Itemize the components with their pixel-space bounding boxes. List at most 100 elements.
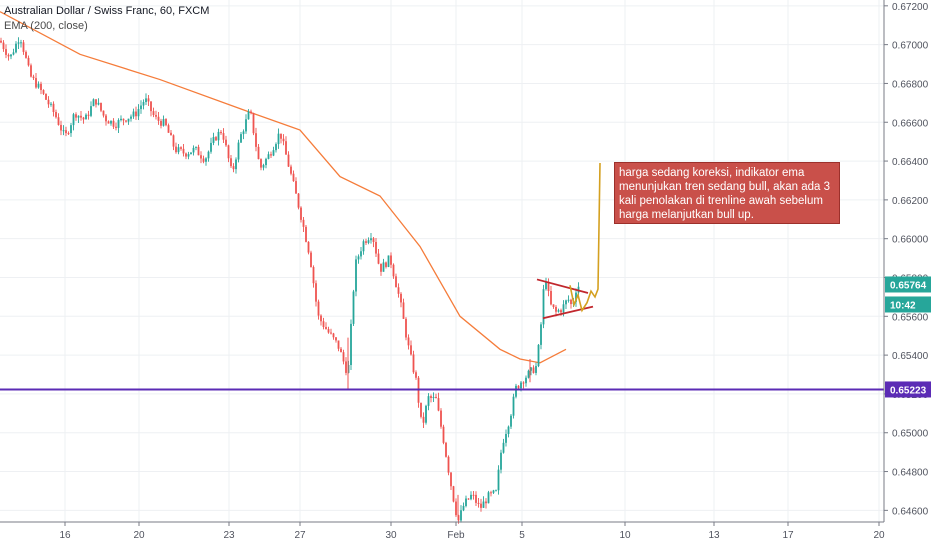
candle-body [142, 102, 145, 106]
candle-body [265, 158, 267, 166]
candle-up [460, 505, 462, 523]
candle-body [550, 291, 552, 305]
candle-down [197, 144, 200, 156]
candle-down [292, 170, 295, 182]
candle-up [192, 145, 195, 156]
candle-body [117, 120, 120, 128]
candle-body [355, 259, 357, 292]
candle-body [487, 492, 490, 504]
candle-body [80, 115, 82, 118]
candle-body [250, 111, 252, 114]
candle-down [437, 392, 440, 412]
candle-body [350, 323, 352, 366]
candle-down [445, 441, 447, 458]
candle-body [532, 367, 535, 373]
candle-down [115, 122, 117, 131]
candle-body [52, 103, 55, 113]
candle-down [407, 334, 410, 350]
candle-body [527, 370, 530, 378]
candle-down [377, 248, 380, 265]
candle-body [322, 321, 325, 327]
grid-layer [0, 0, 884, 522]
annotation-note[interactable]: harga sedang koreksi, indikator ema menu… [614, 162, 840, 224]
candle-body [392, 264, 395, 277]
candle-down [75, 112, 77, 121]
candle-down [22, 40, 25, 55]
candle-body [37, 83, 40, 88]
candle-body [360, 251, 362, 257]
candle-down [340, 347, 342, 353]
candle-down [392, 263, 395, 279]
candle-body [170, 132, 172, 136]
candle-down [477, 497, 480, 508]
candle-down [185, 152, 187, 160]
candle-down [95, 99, 97, 108]
candle-body [207, 151, 210, 159]
candle-body [57, 117, 60, 125]
candle-down [257, 143, 260, 160]
candle-down [442, 424, 445, 445]
candle-down [67, 131, 70, 136]
x-tick-label: 13 [708, 530, 720, 541]
candle-body [17, 42, 20, 44]
candle-body [70, 125, 72, 134]
candle-down [400, 292, 402, 308]
candle-down [2, 40, 5, 52]
candle-down [40, 81, 42, 95]
candle-down [532, 365, 535, 374]
candle-up [77, 115, 80, 124]
candle-up [427, 393, 430, 411]
candle-body [232, 166, 235, 170]
candle-body [162, 119, 165, 126]
candle-down [112, 118, 115, 129]
candle-up [510, 413, 512, 429]
candle-up [432, 392, 435, 403]
candle-body [130, 116, 132, 119]
candle-up [557, 308, 560, 313]
candle-down [312, 265, 315, 288]
candle-body [535, 366, 537, 373]
candle-body [320, 315, 322, 322]
candle-body [462, 505, 465, 511]
candle-down [215, 135, 217, 142]
candle-down [297, 192, 300, 210]
candle-down [55, 109, 57, 119]
candle-body [370, 238, 372, 241]
candle-body [50, 103, 52, 105]
candle-body [445, 442, 447, 457]
candle-body [475, 494, 477, 503]
trendline-upper [536, 278, 589, 294]
candle-down [385, 261, 387, 269]
projection-path [569, 162, 601, 313]
candle-down [320, 314, 322, 326]
candle-body [562, 304, 565, 313]
candle-body [60, 124, 62, 131]
candle-down [547, 278, 550, 297]
x-tick-label: 5 [519, 530, 525, 541]
candle-body [485, 501, 487, 504]
candle-body [5, 49, 7, 55]
candle-body [135, 111, 137, 117]
candle-body [40, 83, 42, 91]
candle-body [555, 306, 557, 312]
x-tick-label: 23 [223, 530, 235, 541]
candle-down [285, 136, 287, 155]
candle-up [357, 254, 360, 264]
candle-body [277, 133, 280, 145]
candle-body [237, 142, 240, 160]
candle-up [542, 284, 545, 329]
x-tick-label: 20 [873, 530, 885, 541]
indicator-label[interactable]: EMA (200, close) [4, 20, 88, 32]
candle-body [92, 99, 95, 107]
candle-body [190, 152, 192, 155]
candle-body [505, 433, 507, 443]
candle-body [405, 318, 407, 338]
candle-up [187, 151, 190, 160]
candle-up [495, 489, 497, 492]
candle-up [515, 383, 517, 399]
candle-body [307, 241, 310, 253]
candle-down [395, 273, 397, 288]
candle-up [465, 495, 467, 508]
